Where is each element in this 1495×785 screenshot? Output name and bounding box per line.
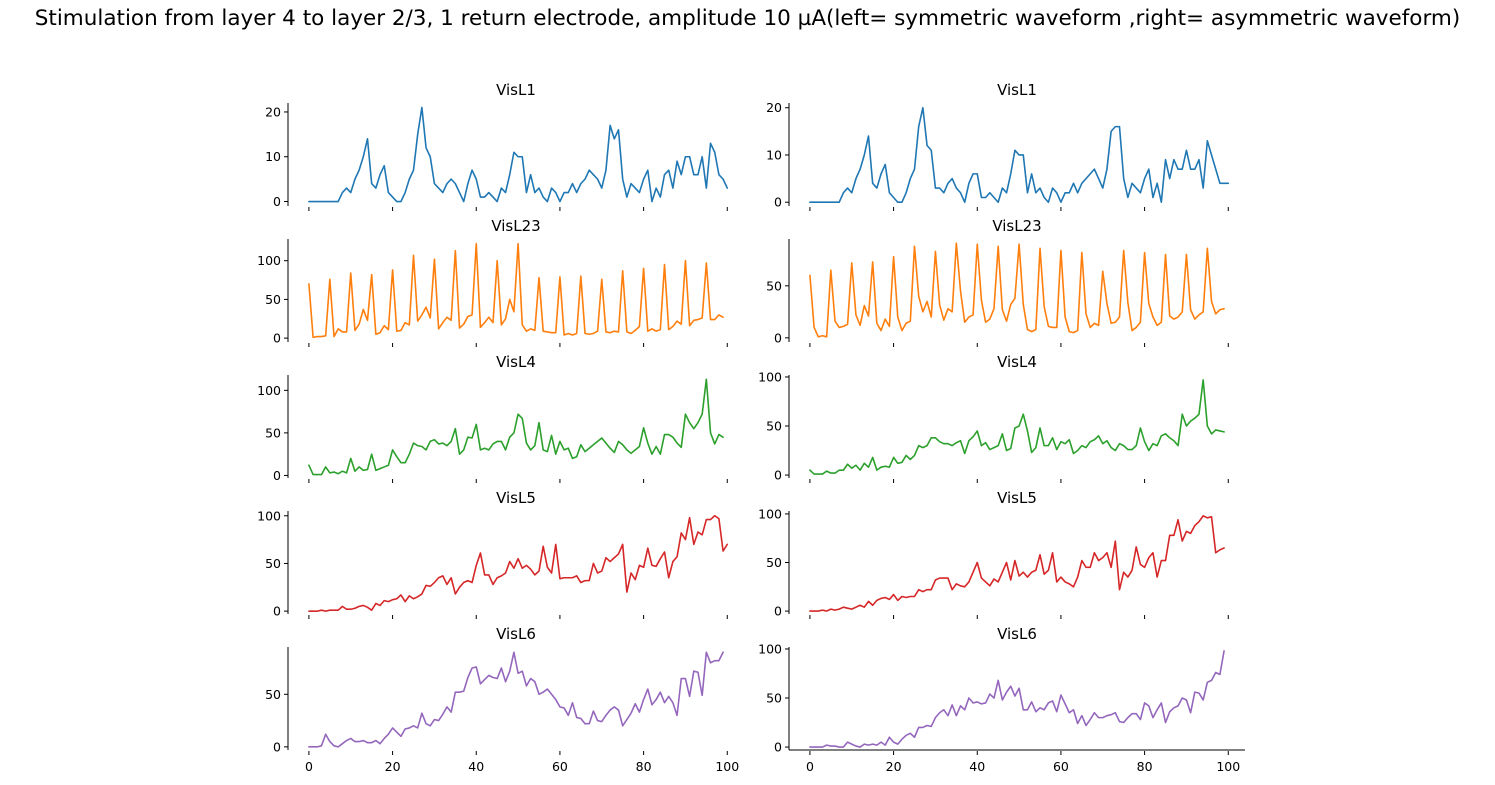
panel-asymmetric-VisL4: VisL4 0 50 100 (758, 353, 1229, 483)
y-tick-label: 0 (774, 604, 782, 619)
panel-title: VisL4 (997, 353, 1037, 371)
series-line-VisL1 (308, 106, 729, 203)
panel-asymmetric-VisL6: VisL6 0 50 100 0 20 40 60 80 100 (758, 625, 1245, 774)
y-tick-label: 50 (766, 278, 782, 293)
y-tick-label: 0 (774, 740, 782, 755)
x-tick-label: 80 (1137, 759, 1153, 774)
panel-title: VisL1 (997, 81, 1037, 99)
y-tick-label: 0 (273, 331, 281, 346)
x-tick-label: 20 (886, 759, 902, 774)
x-tick-label: 0 (305, 759, 313, 774)
y-tick-label: 50 (265, 292, 281, 307)
y-tick-label: 100 (758, 369, 782, 384)
y-tick-label: 50 (766, 555, 782, 570)
x-tick-label: 60 (1053, 759, 1069, 774)
series-line-VisL1 (809, 106, 1230, 204)
panel-title: VisL23 (491, 217, 540, 235)
panel-title: VisL23 (992, 217, 1041, 235)
series-line-VisL5 (308, 514, 729, 612)
y-tick-label: 20 (766, 100, 782, 115)
x-tick-label: 100 (1216, 759, 1240, 774)
panel-title: VisL5 (997, 489, 1037, 507)
x-tick-label: 20 (385, 759, 401, 774)
x-tick-label: 0 (806, 759, 814, 774)
y-tick-label: 50 (766, 419, 782, 434)
panel-symmetric-VisL5: VisL5 0 50 100 (257, 489, 729, 619)
panel-title: VisL6 (997, 625, 1037, 643)
x-tick-label: 80 (636, 759, 652, 774)
panel-title: VisL5 (496, 489, 536, 507)
y-tick-label: 10 (766, 147, 782, 162)
y-tick-label: 0 (774, 195, 782, 210)
y-tick-label: 50 (265, 687, 281, 702)
series-line-VisL23 (809, 242, 1225, 338)
y-tick-label: 0 (273, 604, 281, 619)
y-tick-label: 10 (265, 149, 281, 164)
y-tick-label: 0 (273, 194, 281, 209)
panel-symmetric-VisL23: VisL23 0 50 100 (257, 217, 728, 347)
x-tick-label: 60 (552, 759, 568, 774)
x-tick-label: 40 (468, 759, 484, 774)
panel-title: VisL6 (496, 625, 536, 643)
figure-title: Stimulation from layer 4 to layer 2/3, 1… (34, 6, 1461, 31)
x-tick-label: 40 (969, 759, 985, 774)
y-tick-label: 50 (766, 691, 782, 706)
y-tick-label: 100 (758, 641, 782, 656)
y-tick-label: 20 (265, 104, 281, 119)
series-line-VisL4 (809, 379, 1225, 475)
series-line-VisL6 (308, 651, 724, 748)
x-tick-label: 100 (715, 759, 739, 774)
series-line-VisL6 (809, 650, 1225, 748)
panel-symmetric-VisL4: VisL4 0 50 100 (257, 353, 728, 483)
y-tick-label: 0 (273, 739, 281, 754)
series-line-VisL4 (308, 378, 724, 476)
y-tick-label: 100 (257, 253, 281, 268)
y-tick-label: 100 (257, 383, 281, 398)
y-tick-label: 50 (265, 425, 281, 440)
panel-asymmetric-VisL23: VisL23 0 50 (766, 217, 1229, 347)
y-tick-label: 0 (273, 468, 281, 483)
y-tick-label: 100 (758, 506, 782, 521)
series-line-VisL23 (308, 242, 724, 339)
series-line-VisL5 (809, 515, 1225, 612)
panel-asymmetric-VisL1: VisL1 0 10 20 (766, 81, 1230, 211)
panel-asymmetric-VisL5: VisL5 0 50 100 (758, 489, 1229, 619)
y-tick-label: 50 (265, 556, 281, 571)
panel-title: VisL4 (496, 353, 536, 371)
panel-title: VisL1 (496, 81, 536, 99)
panel-symmetric-VisL1: VisL1 0 10 20 (265, 81, 729, 211)
y-tick-label: 0 (774, 330, 782, 345)
y-tick-label: 100 (257, 508, 281, 523)
y-tick-label: 0 (774, 468, 782, 483)
panel-symmetric-VisL6: VisL6 0 50 0 20 40 60 80 100 (265, 625, 739, 774)
